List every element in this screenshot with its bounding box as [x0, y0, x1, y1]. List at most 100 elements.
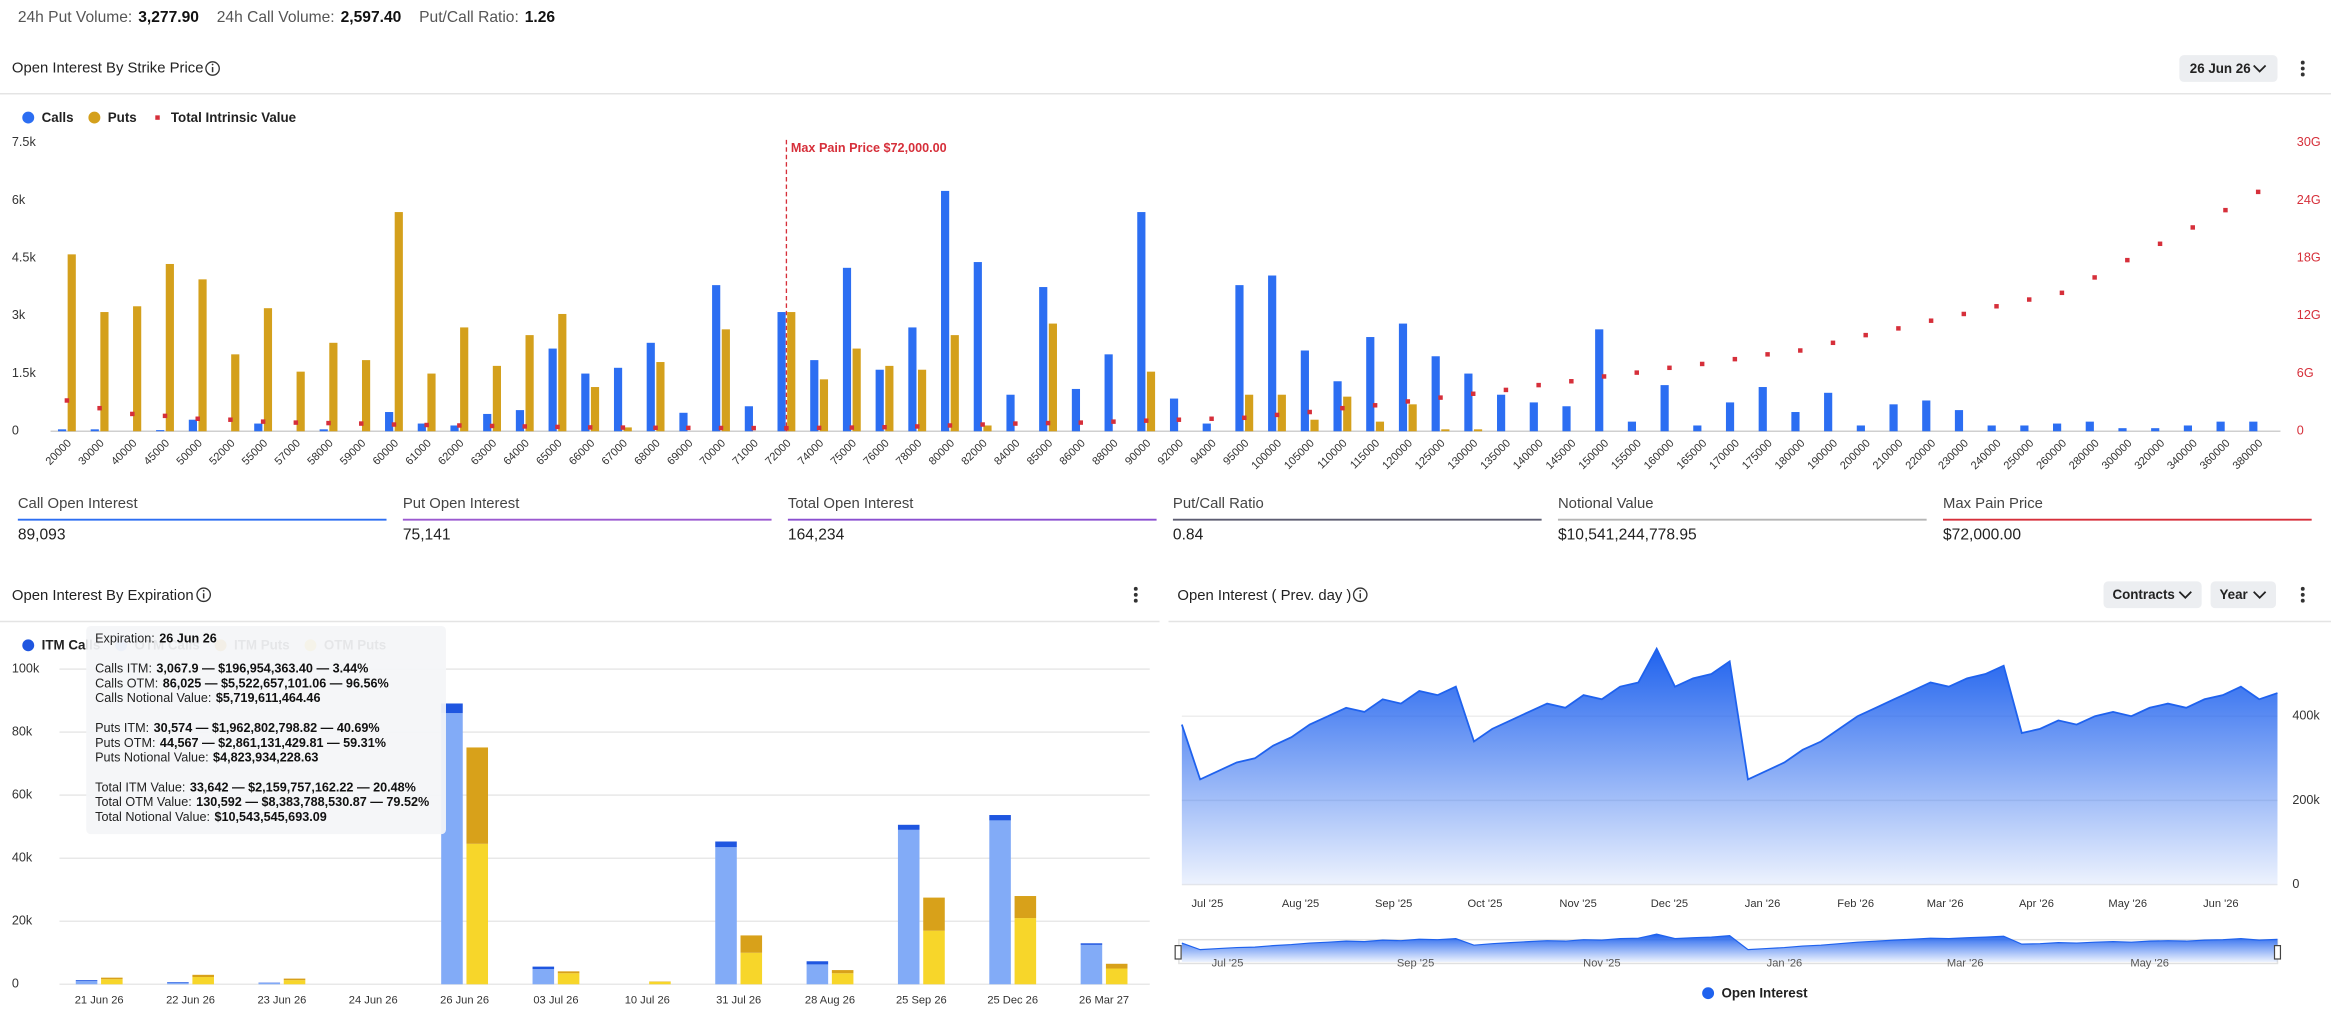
intrinsic-dot [587, 425, 593, 430]
contracts-dropdown[interactable] [2103, 581, 2202, 609]
kebab-menu[interactable] [1133, 586, 1138, 603]
dropdown-label[interactable]: Year [2220, 587, 2248, 602]
x-tick-label: Dec '25 [1651, 898, 1688, 910]
y2-tick-label: 30G [2297, 135, 2321, 149]
intrinsic-dot [1143, 418, 1149, 423]
navigator-area [1181, 934, 2278, 962]
bar [1006, 394, 1015, 432]
bar [1277, 394, 1286, 432]
bar [2118, 428, 2127, 432]
intrinsic-dot [424, 422, 429, 428]
intrinsic-dot [2125, 257, 2130, 263]
bar [1441, 429, 1450, 432]
bar [1310, 419, 1319, 432]
y-tick-label: 7.5k [12, 135, 37, 149]
intrinsic-dot [1569, 379, 1574, 384]
info-icon[interactable] [205, 61, 220, 76]
bar-segment [532, 969, 555, 985]
intrinsic-dot [751, 425, 756, 431]
bar-segment [167, 982, 189, 985]
bar [165, 263, 174, 432]
dropdown-label[interactable]: 26 Jun 26 [2190, 61, 2251, 76]
tooltip-label: Calls OTM: [95, 676, 158, 690]
bar [712, 285, 721, 432]
intrinsic-dot [915, 424, 920, 429]
x-tick-label: Jan '26 [1745, 898, 1781, 910]
x-tick-label: Apr '26 [2019, 898, 2054, 910]
x-tick-label: 03 Jul 26 [533, 995, 578, 1007]
legend-label[interactable]: ITM Calls [42, 638, 101, 653]
bar [1235, 285, 1244, 432]
intrinsic-dot [359, 421, 364, 426]
bar [1039, 287, 1048, 432]
intrinsic-dot [1438, 395, 1443, 400]
tooltip-box [86, 625, 446, 835]
bar [1725, 402, 1735, 432]
expiry-dropdown[interactable] [2179, 55, 2278, 82]
bar [885, 365, 894, 432]
bar [581, 373, 590, 432]
x-tick-label: Jul '25 [1192, 898, 1224, 910]
bar [198, 279, 207, 432]
intrinsic-dot [2092, 275, 2097, 280]
kebab-menu[interactable] [2300, 60, 2305, 77]
y-tick-label: 200k [2292, 793, 2320, 807]
legend-label[interactable]: Calls [42, 110, 74, 125]
navigator-handle[interactable] [2273, 945, 2282, 960]
bar-segment [557, 973, 580, 985]
stat-value: 1.26 [525, 9, 556, 26]
intrinsic-dot [1340, 405, 1345, 411]
intrinsic-dot [1503, 387, 1509, 393]
tooltip-value: $4,823,934,228.63 [213, 751, 318, 765]
bar [427, 373, 436, 432]
info-icon[interactable] [1352, 587, 1368, 603]
navigator-label: Nov '25 [1583, 957, 1620, 969]
intrinsic-dot [260, 419, 266, 424]
bar [417, 423, 426, 432]
intrinsic-dot [64, 398, 70, 403]
y-tick-label: 3k [12, 308, 26, 322]
legend-swatch [22, 111, 35, 124]
tooltip-label: Puts Notional Value: [95, 751, 208, 765]
bar [254, 423, 263, 432]
tooltip-label: Total Notional Value: [95, 810, 210, 824]
intrinsic-dot [1045, 420, 1051, 426]
intrinsic-dot [97, 405, 102, 411]
intrinsic-dot [293, 420, 299, 425]
bar-segment [831, 970, 854, 974]
intrinsic-dot [2157, 241, 2163, 247]
bar [1268, 275, 1277, 432]
tooltip-title-value: 26 Jun 26 [159, 632, 217, 646]
intrinsic-dot [195, 416, 200, 421]
x-tick-label: 26 Jun 26 [440, 995, 489, 1007]
bar [231, 354, 240, 432]
legend-label[interactable]: Puts [108, 110, 137, 125]
bar [57, 429, 67, 432]
navigator-label: Sep '25 [1397, 957, 1434, 969]
info-icon[interactable] [196, 587, 212, 603]
period-dropdown[interactable] [2210, 581, 2276, 609]
x-tick-label: 10 Jul 26 [625, 995, 670, 1007]
intrinsic-dot [1961, 311, 1967, 317]
x-tick-label: 23 Jun 26 [257, 995, 306, 1007]
tooltip-value: 130,592 — $8,383,788,530.87 — 79.52% [196, 795, 429, 809]
bar [941, 190, 950, 432]
x-tick-label: 24 Jun 26 [349, 995, 398, 1007]
bar [460, 327, 469, 432]
bar [67, 254, 76, 432]
intrinsic-dot [522, 424, 528, 429]
bar [263, 308, 273, 432]
intrinsic-dot [1667, 365, 1672, 371]
navigator-handle[interactable] [1174, 945, 1182, 960]
legend-label[interactable]: Open Interest [1721, 985, 1808, 1000]
bar-segment [923, 897, 945, 931]
y-tick-label: 4.5k [12, 251, 37, 265]
legend-label[interactable]: Total Intrinsic Value [171, 110, 296, 125]
x-tick-label: Mar '26 [1927, 898, 1964, 910]
kebab-menu[interactable] [2300, 586, 2305, 603]
x-tick-label: 25 Sep 26 [896, 995, 947, 1007]
bar-segment [989, 815, 1011, 821]
dropdown-label[interactable]: Contracts [2112, 587, 2174, 602]
bar [842, 267, 852, 432]
navigator-label: Jul '25 [1212, 957, 1244, 969]
